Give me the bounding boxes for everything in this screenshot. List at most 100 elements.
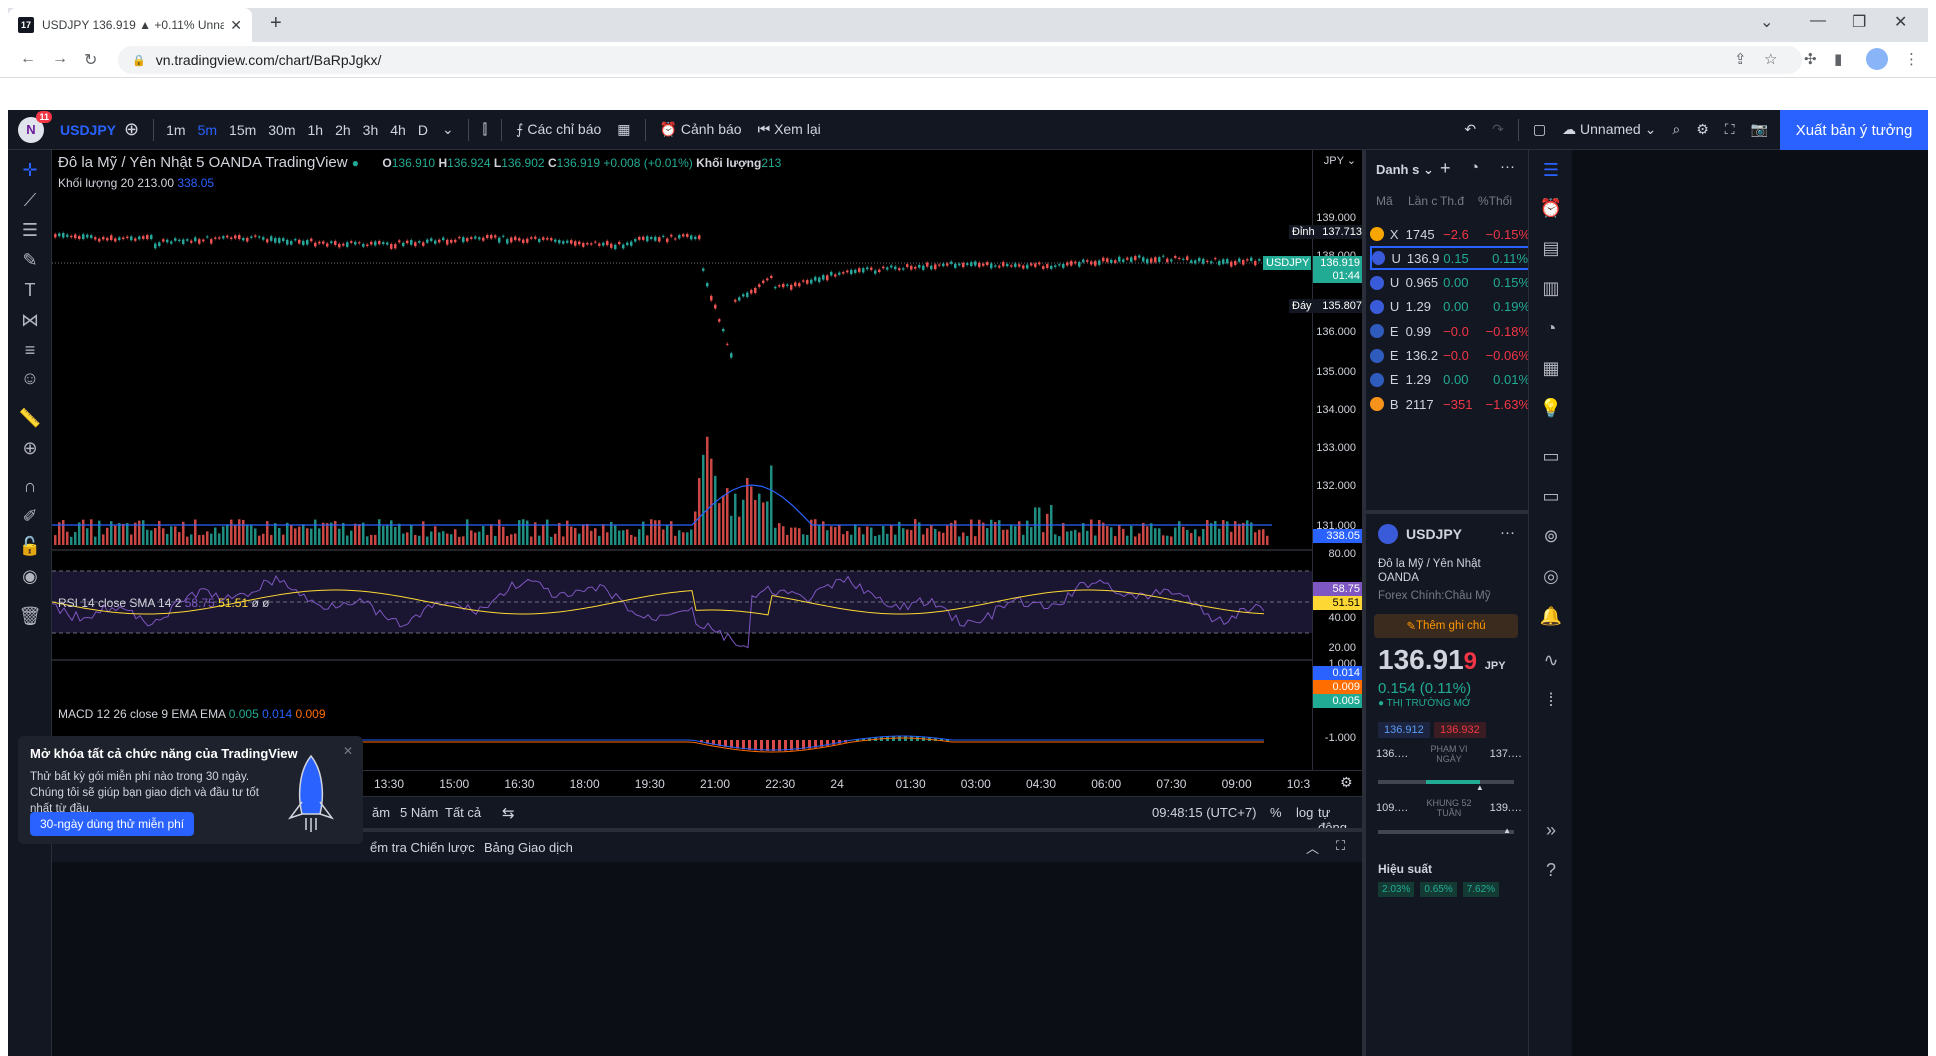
watchlist-row[interactable]: U 1.29 0.00 0.19% xyxy=(1370,295,1530,319)
log-toggle[interactable]: log xyxy=(1296,805,1314,820)
watchlist-row[interactable]: E 1.29 0.00 0.01% xyxy=(1370,368,1530,392)
zoom-in-icon[interactable]: ⊕ xyxy=(22,438,38,458)
extensions-icon[interactable]: ✣ xyxy=(1804,51,1817,68)
eye-icon[interactable]: ◉ xyxy=(22,566,38,586)
collapse-icon[interactable]: ︿ xyxy=(1306,841,1320,856)
share-icon[interactable]: ⇪ xyxy=(1734,51,1747,68)
user-avatar[interactable]: N 11 xyxy=(18,110,52,143)
interval-1h[interactable]: 1h xyxy=(307,121,324,138)
interval-1m[interactable]: 1m xyxy=(166,121,186,138)
advanced-view-icon[interactable]: ◔ xyxy=(1470,159,1480,176)
trendline-icon[interactable]: ⟋ xyxy=(23,190,37,210)
reload-icon[interactable]: ↻ xyxy=(84,52,98,69)
detail-more-icon[interactable]: ··· xyxy=(1500,524,1515,541)
new-tab-icon[interactable]: + xyxy=(270,12,282,34)
ruler-icon[interactable]: 📏 xyxy=(18,408,42,428)
watchlist-row[interactable]: X 1745 −2.6 −0.15% xyxy=(1370,222,1530,246)
interval-2h[interactable]: 2h xyxy=(335,121,351,138)
range-partial[interactable]: ăm xyxy=(372,805,391,820)
interval-dropdown-icon[interactable]: ⌄ xyxy=(441,121,454,137)
collapse-sidebar-icon[interactable]: » xyxy=(1545,820,1556,840)
pattern-icon[interactable]: ⋈ xyxy=(21,310,39,330)
sidepanel-icon[interactable]: ▮ xyxy=(1834,51,1843,68)
range-5y[interactable]: 5 Năm xyxy=(400,805,439,820)
compare-add-icon[interactable]: ⊕ xyxy=(124,119,140,139)
watchlist-title-button[interactable]: Danh s ⌄ xyxy=(1376,162,1434,177)
watchlist-row[interactable]: B 2117 −351 −1.63% xyxy=(1370,392,1530,416)
interval-30m[interactable]: 30m xyxy=(268,121,296,138)
forward-icon[interactable]: → xyxy=(52,50,68,67)
column-header[interactable]: Lần c xyxy=(1408,194,1438,208)
search-icon[interactable]: ⌕ xyxy=(1672,121,1681,137)
ideas-bulb-icon[interactable]: 💡 xyxy=(1539,398,1563,418)
currency-button[interactable]: JPY ⌄ xyxy=(1323,155,1356,167)
redo-icon[interactable]: ↷ xyxy=(1492,121,1504,137)
minimize-icon[interactable]: — xyxy=(1810,12,1826,29)
back-icon[interactable]: ← xyxy=(20,50,36,67)
tab-search-icon[interactable]: ⌄ xyxy=(1760,14,1774,31)
forecast-icon[interactable]: ≡ xyxy=(24,340,36,360)
column-header[interactable]: Th.đ xyxy=(1440,194,1465,208)
watchlist-row[interactable]: U 0.965 0.00 0.15% xyxy=(1370,271,1530,295)
price-axis[interactable]: JPY ⌄ 139.000138.000136.000135.000134.00… xyxy=(1263,150,1365,770)
free-trial-button[interactable]: 30-ngày dùng thử miễn phí xyxy=(30,812,195,836)
news-icon[interactable]: ▤ xyxy=(1542,238,1560,258)
close-window-icon[interactable]: ✕ xyxy=(1894,14,1908,31)
axis-settings-icon[interactable]: ⚙ xyxy=(1340,774,1353,790)
add-symbol-icon[interactable]: + xyxy=(1440,158,1451,178)
help-icon[interactable]: ? xyxy=(1545,860,1556,880)
broadcast-icon[interactable]: ◎ xyxy=(1543,566,1559,586)
replay-button[interactable]: ⏮ Xem lại xyxy=(757,121,821,137)
settings-gear-icon[interactable]: ⚙ xyxy=(1696,121,1709,137)
url-input[interactable]: 🔒 vn.tradingview.com/chart/BaRpJgkx/ xyxy=(118,46,1802,74)
chart-pane[interactable]: Đô la Mỹ / Yên Nhật 5 OANDA TradingView … xyxy=(52,150,1312,770)
more-icon[interactable]: ··· xyxy=(1500,158,1515,175)
profile-avatar[interactable] xyxy=(1866,48,1888,70)
chart-type-icon[interactable]: ⫿ xyxy=(482,121,488,137)
lock-drawing-icon[interactable]: ✐ xyxy=(22,506,38,526)
indicators-button[interactable]: ⨍ Các chỉ báo xyxy=(516,121,602,137)
menu-icon[interactable]: ⋮ xyxy=(1904,51,1919,68)
range-all[interactable]: Tất cả xyxy=(445,805,482,820)
detail-name[interactable]: Đô la Mỹ / Yên Nhật xyxy=(1378,558,1481,570)
calendar-grid-icon[interactable]: ▦ xyxy=(1542,358,1560,378)
browser-tab[interactable]: 17 USDJPY 136.919 ▲ +0.11% Unna ✕ xyxy=(8,8,252,42)
brush-icon[interactable]: ✎ xyxy=(22,250,38,270)
watchlist-row[interactable]: E 0.99 −0.0 −0.18% xyxy=(1370,319,1530,343)
streams-icon[interactable]: ⊚ xyxy=(1543,526,1559,546)
chat-icon[interactable]: ▭ xyxy=(1542,446,1560,466)
close-tab-icon[interactable]: ✕ xyxy=(230,16,242,33)
interval-4h[interactable]: 4h xyxy=(390,121,406,138)
add-note-button[interactable]: ✎ Thêm ghi chú xyxy=(1374,614,1518,638)
layout-name-button[interactable]: ☁ Unnamed ⌄ xyxy=(1562,121,1657,137)
calendar-icon[interactable]: ◔ xyxy=(1545,318,1557,338)
column-header[interactable]: Mã xyxy=(1376,194,1393,208)
templates-icon[interactable]: ▦ xyxy=(617,121,631,137)
undo-icon[interactable]: ↶ xyxy=(1464,121,1477,137)
column-header[interactable]: %Thổi xyxy=(1478,194,1513,208)
interval-15m[interactable]: 15m xyxy=(229,121,257,138)
maximize-panel-icon[interactable]: ⛶ xyxy=(1336,838,1346,853)
notifications-bell-icon[interactable]: 🔔 xyxy=(1539,606,1563,626)
symbol-search-button[interactable]: USDJPY xyxy=(60,121,117,138)
alerts-button[interactable]: ⏰ Cảnh báo xyxy=(659,121,742,137)
interval-D[interactable]: D xyxy=(417,121,428,138)
fib-icon[interactable]: ☰ xyxy=(21,220,39,240)
bookmark-star-icon[interactable]: ☆ xyxy=(1764,51,1778,68)
object-tree-icon[interactable]: ⁞ xyxy=(1548,690,1554,710)
restore-icon[interactable]: ❐ xyxy=(1852,14,1867,31)
trend-icon[interactable]: ∿ xyxy=(1543,650,1559,670)
crosshair-icon[interactable]: ✛ xyxy=(22,160,38,180)
tab-strategy-tester[interactable]: ểm tra Chiến lược xyxy=(370,840,475,855)
layout-icon[interactable]: ▢ xyxy=(1532,121,1547,137)
snapshot-camera-icon[interactable]: 📷 xyxy=(1750,121,1768,137)
close-icon[interactable]: ✕ xyxy=(342,744,353,758)
screener-icon[interactable]: ▥ xyxy=(1542,278,1560,298)
publish-idea-button[interactable]: Xuất bản ý tưởng xyxy=(1780,110,1928,150)
percent-toggle[interactable]: % xyxy=(1270,805,1282,820)
lock-icon[interactable]: 🔓 xyxy=(18,536,42,556)
emoji-icon[interactable]: ☺ xyxy=(20,368,40,388)
tab-trading-panel[interactable]: Bảng Giao dịch xyxy=(484,840,573,855)
alarm-clock-icon[interactable]: ⏰ xyxy=(1539,198,1563,218)
interval-5m[interactable]: 5m xyxy=(197,121,218,138)
